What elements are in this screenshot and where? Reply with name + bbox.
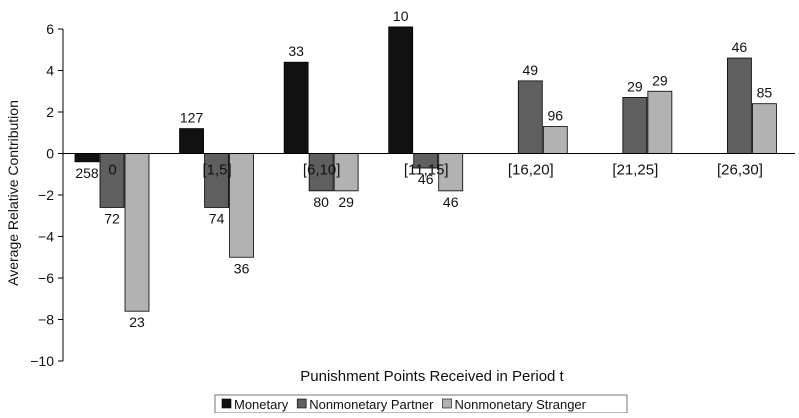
x-tick-label: 0 bbox=[108, 162, 116, 179]
y-tick-label: −6 bbox=[38, 270, 54, 286]
legend: Monetary Nonmonetary Partner Nonmonetary S… bbox=[214, 394, 628, 414]
y-tick-label: −10 bbox=[30, 353, 54, 369]
data-label: 46 bbox=[443, 194, 459, 210]
data-label: 258 bbox=[75, 165, 99, 181]
bar-monetary bbox=[388, 26, 414, 154]
y-tick-label: 2 bbox=[46, 104, 54, 120]
legend-swatch bbox=[442, 398, 452, 409]
data-label: 85 bbox=[757, 85, 773, 101]
data-label: 46 bbox=[418, 171, 434, 187]
x-tick-label: [11,15] bbox=[404, 162, 449, 179]
data-label: 29 bbox=[627, 78, 643, 94]
data-label: 29 bbox=[652, 72, 668, 88]
legend-label: Monetary bbox=[234, 397, 289, 412]
bar-nonmonetary-stranger bbox=[124, 153, 150, 312]
bar-nonmonetary-partner bbox=[517, 80, 543, 154]
data-label: 74 bbox=[209, 210, 225, 226]
data-label: 72 bbox=[104, 210, 120, 226]
data-label: 23 bbox=[129, 314, 145, 330]
data-label: 33 bbox=[288, 43, 304, 59]
bar-nonmonetary-stranger bbox=[647, 90, 673, 154]
y-tick-label: −2 bbox=[38, 187, 54, 203]
axes-layer: 6 4 2 0 −2 −4 −6 −8 −10 bbox=[30, 21, 795, 369]
x-tick-label: [1,5] bbox=[202, 162, 231, 179]
bar-nonmonetary-stranger bbox=[438, 153, 464, 192]
data-label: 80 bbox=[313, 194, 329, 210]
legend-swatch bbox=[221, 398, 232, 409]
data-label: 96 bbox=[547, 108, 563, 124]
bar-nonmonetary-stranger bbox=[542, 126, 568, 154]
y-tick-label: 4 bbox=[46, 63, 54, 79]
y-tick-label: −8 bbox=[38, 312, 54, 328]
x-tick-label: [6,10] bbox=[303, 162, 341, 179]
legend-label: Nonmonetary Stranger bbox=[454, 397, 586, 412]
x-axis-label: Punishment Points Received in Period t bbox=[300, 368, 564, 385]
bar-nonmonetary-stranger bbox=[752, 103, 777, 154]
legend-swatch bbox=[296, 398, 307, 409]
bar-nonmonetary-partner bbox=[204, 153, 229, 208]
data-label: 10 bbox=[393, 8, 409, 24]
y-tick-label: 0 bbox=[46, 146, 54, 162]
data-label: 46 bbox=[732, 39, 748, 55]
bar-nonmonetary-stranger bbox=[229, 153, 254, 258]
x-tick-label: [16,20] bbox=[508, 162, 554, 179]
x-tick-label: [21,25] bbox=[612, 162, 658, 179]
data-label: 49 bbox=[522, 62, 538, 78]
legend-label: Nonmonetary Partner bbox=[309, 397, 434, 412]
data-label: 36 bbox=[234, 260, 250, 276]
bar-nonmonetary-partner bbox=[308, 153, 334, 192]
data-label: 127 bbox=[180, 110, 204, 126]
bar-nonmonetary-partner bbox=[727, 57, 752, 154]
y-tick-label: 6 bbox=[46, 21, 54, 37]
bar-nonmonetary-partner bbox=[622, 97, 648, 154]
data-label: 29 bbox=[338, 194, 354, 210]
bar-nonmonetary-stranger bbox=[333, 153, 359, 192]
bar-monetary bbox=[283, 61, 309, 154]
y-axis-label: Average Relative Contribution bbox=[5, 100, 21, 286]
bar-monetary bbox=[179, 128, 204, 154]
bar-monetary bbox=[74, 153, 100, 163]
y-tick-label: −4 bbox=[38, 229, 54, 245]
x-tick-label: [26,30] bbox=[717, 162, 763, 179]
